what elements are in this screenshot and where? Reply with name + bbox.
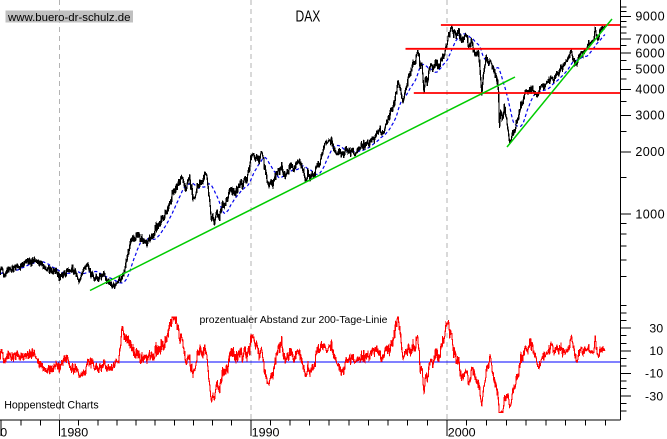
- svg-text:30: 30: [649, 321, 663, 335]
- svg-text:prozentualer Abstand zur 200-T: prozentualer Abstand zur 200-Tage-Linie: [200, 315, 389, 326]
- svg-text:10: 10: [649, 344, 663, 358]
- svg-text:6000: 6000: [635, 46, 665, 60]
- svg-text:5000: 5000: [635, 63, 665, 77]
- svg-text:3000: 3000: [635, 109, 665, 123]
- svg-text:1980: 1980: [60, 425, 88, 439]
- svg-text:2000: 2000: [448, 425, 476, 439]
- svg-text:7000: 7000: [635, 33, 665, 47]
- svg-text:1000: 1000: [635, 207, 665, 221]
- svg-text:2000: 2000: [635, 145, 665, 159]
- svg-text:9000: 9000: [635, 10, 665, 24]
- svg-text:DAX: DAX: [296, 9, 321, 26]
- svg-text:1990: 1990: [252, 425, 280, 439]
- svg-text:4000: 4000: [635, 83, 665, 97]
- svg-text:Hoppenstedt Charts: Hoppenstedt Charts: [4, 400, 99, 412]
- svg-text:-10: -10: [645, 367, 664, 381]
- svg-text:-30: -30: [645, 389, 664, 403]
- svg-text:0: 0: [0, 425, 7, 439]
- svg-text:www.buero-dr-schulz.de: www.buero-dr-schulz.de: [7, 12, 131, 24]
